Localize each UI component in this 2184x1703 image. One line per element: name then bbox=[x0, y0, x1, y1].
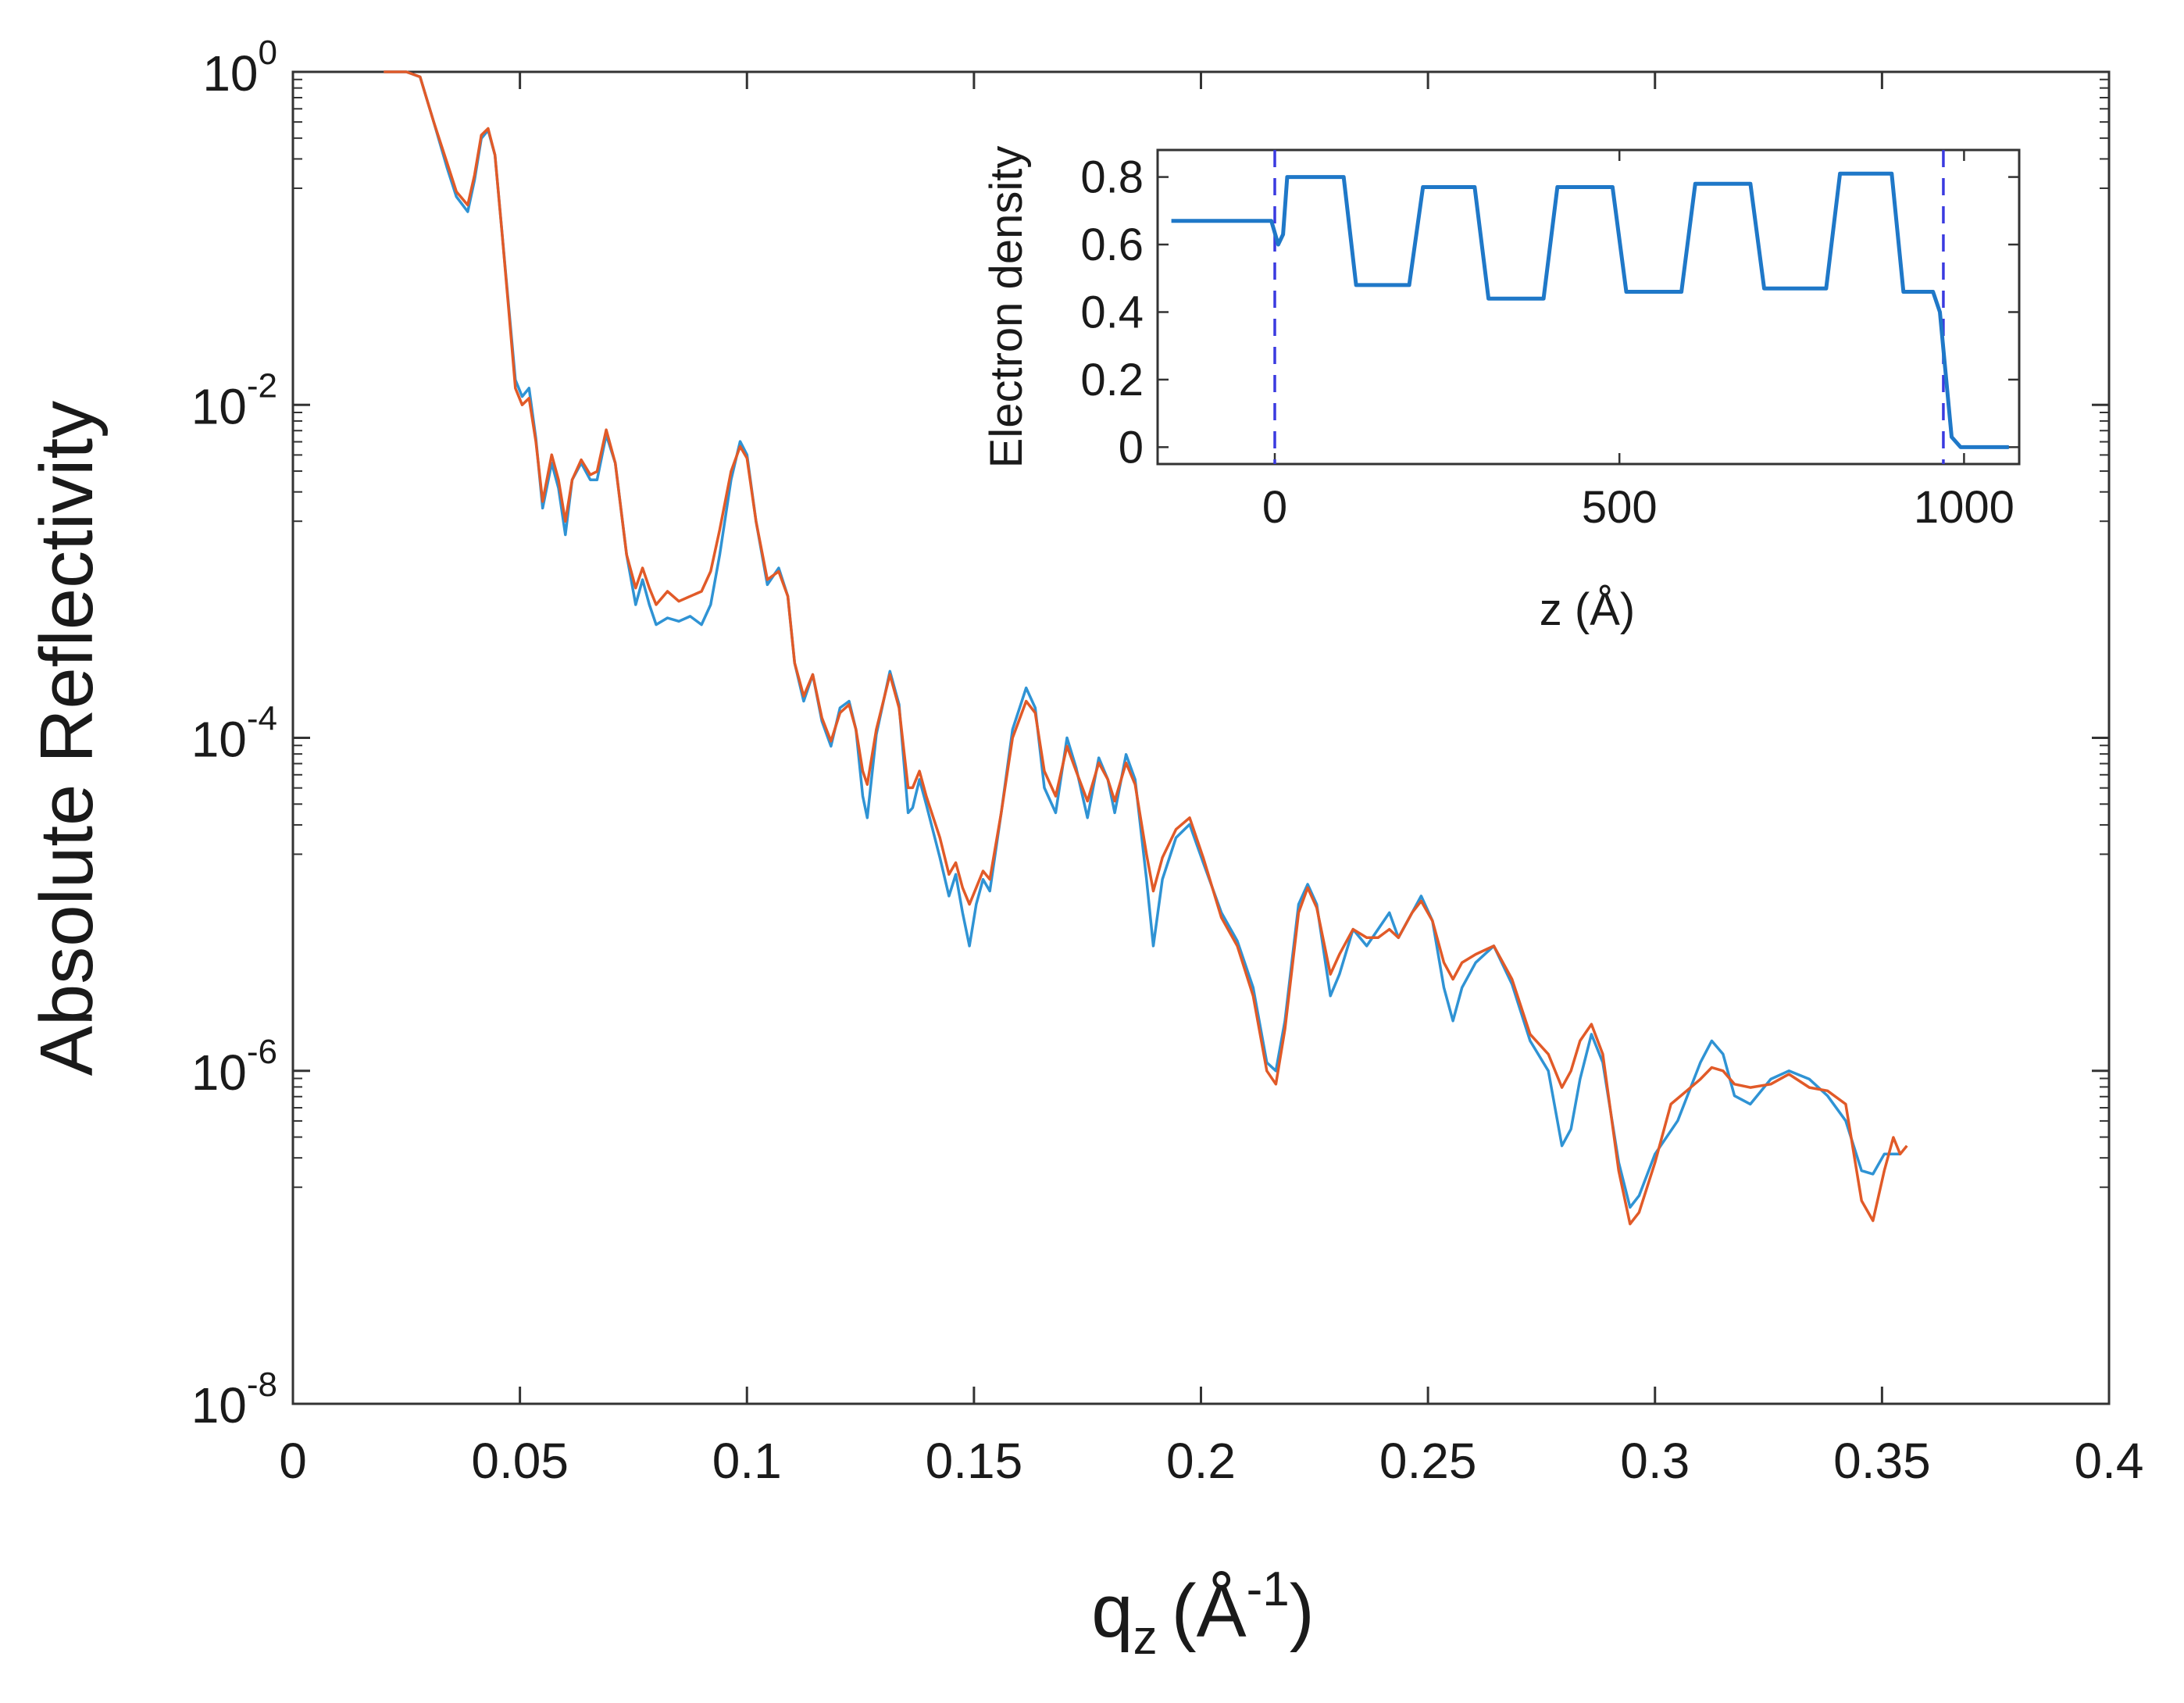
inset-x-axis-title: z (Å) bbox=[1540, 584, 1635, 635]
inset-y-tick-label: 0.8 bbox=[1080, 152, 1144, 203]
inset-y-tick-label: 0 bbox=[1119, 422, 1144, 473]
x-tick-label: 0.35 bbox=[1833, 1433, 1931, 1489]
y-tick-label: 100 bbox=[202, 34, 277, 102]
inset-x-tick-label: 1000 bbox=[1914, 482, 2014, 533]
inset-y-axis: 0 0.2 0.4 0.6 0.8 bbox=[1080, 152, 2019, 473]
x-axis-title-subscript: z bbox=[1133, 1611, 1158, 1665]
x-tick-label: 0.4 bbox=[2075, 1433, 2144, 1489]
main-x-axis: 0 0.05 0.1 0.15 0.2 0.25 0.3 0.35 0.4 bbox=[279, 72, 2143, 1489]
main-y-axis: 100 10-2 10-4 10-6 10-8 bbox=[191, 34, 2109, 1433]
x-tick-label: 0.1 bbox=[712, 1433, 782, 1489]
x-tick-label: 0.15 bbox=[926, 1433, 1023, 1489]
inset-density-line bbox=[1171, 171, 2009, 449]
x-tick-label: 0 bbox=[279, 1433, 307, 1489]
x-axis-title-close: ) bbox=[1290, 1569, 1315, 1653]
inset-y-tick-label: 0.6 bbox=[1080, 220, 1144, 270]
inset-y-tick-label: 0.2 bbox=[1080, 355, 1144, 405]
inset-x-tick-label: 500 bbox=[1582, 482, 1658, 533]
y-tick-label: 10-2 bbox=[191, 366, 277, 434]
main-series-group bbox=[384, 70, 1908, 1226]
series-line-data bbox=[384, 70, 1908, 1226]
x-axis-title-superscript: -1 bbox=[1247, 1562, 1290, 1616]
x-tick-label: 0.3 bbox=[1620, 1433, 1690, 1489]
inset-series-group bbox=[1171, 150, 2009, 464]
y-tick-label: 10-4 bbox=[191, 700, 277, 768]
inset-y-tick-label: 0.4 bbox=[1080, 287, 1144, 337]
x-axis-title: qz (Å-1) bbox=[1091, 1562, 1315, 1665]
inset-plot-frame bbox=[1156, 148, 2021, 466]
inset-x-tick-label: 0 bbox=[1262, 482, 1287, 533]
x-tick-label: 0.2 bbox=[1166, 1433, 1236, 1489]
inset-y-axis-title: Electron density bbox=[981, 146, 1032, 469]
y-tick-label: 10-8 bbox=[191, 1366, 277, 1433]
x-axis-title-symbol: q bbox=[1091, 1569, 1133, 1653]
x-axis-title-unit: (Å bbox=[1172, 1569, 1247, 1653]
inset-plot: 0 500 1000 00.20.40.60.8 Electron density … bbox=[981, 146, 2021, 635]
x-tick-label: 0.25 bbox=[1379, 1433, 1477, 1489]
y-axis-title: Absolute Reflectivity bbox=[25, 401, 109, 1076]
y-tick-label: 10-6 bbox=[191, 1033, 277, 1101]
x-tick-label: 0.05 bbox=[471, 1433, 569, 1489]
